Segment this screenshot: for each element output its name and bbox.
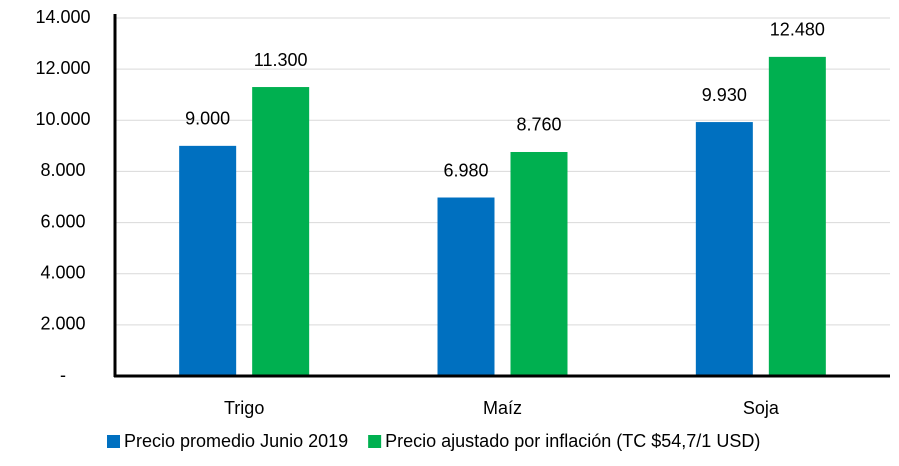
y-tick-label: 6.000 — [40, 211, 85, 231]
bar — [437, 197, 495, 376]
y-tick-label: - — [60, 365, 66, 385]
legend-swatch — [368, 435, 382, 448]
y-tick-label: 2.000 — [40, 314, 85, 334]
legend-swatch — [107, 435, 120, 448]
data-label: 12.480 — [770, 20, 825, 40]
bar — [252, 87, 310, 377]
bar — [510, 151, 568, 376]
legend-label: Precio promedio Junio 2019 — [124, 431, 348, 451]
y-tick-label: 14.000 — [35, 7, 90, 27]
data-label: 9.930 — [702, 85, 747, 105]
y-tick-label: 4.000 — [40, 262, 85, 282]
data-label: 6.980 — [443, 160, 488, 180]
legend-label: Precio ajustado por inflación (TC $54,7/… — [385, 431, 760, 451]
bar — [179, 145, 237, 376]
y-tick-label: 10.000 — [35, 109, 90, 129]
bar — [768, 56, 826, 377]
y-tick-label: 12.000 — [35, 58, 90, 78]
x-tick-label: Soja — [743, 398, 780, 418]
bar — [695, 122, 753, 376]
data-label: 8.760 — [516, 115, 561, 135]
y-tick-label: 8.000 — [40, 160, 85, 180]
data-label: 9.000 — [185, 109, 230, 129]
x-tick-label: Trigo — [224, 398, 264, 418]
data-label: 11.300 — [254, 50, 308, 70]
x-tick-label: Maíz — [483, 398, 522, 418]
